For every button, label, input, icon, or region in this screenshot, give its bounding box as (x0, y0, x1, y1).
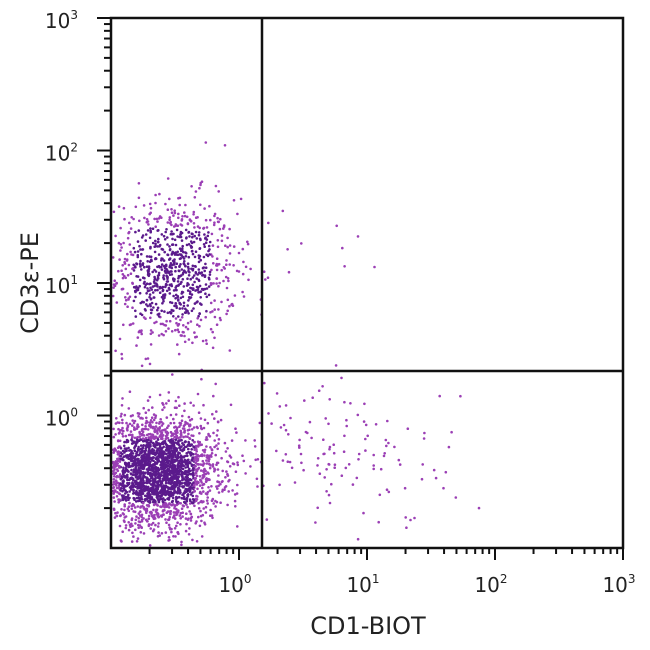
y-tick-label: 102 (45, 141, 78, 166)
x-tick-label: 103 (602, 572, 635, 597)
x-tick-label: 101 (346, 572, 379, 597)
x-axis-ticks (148, 548, 624, 560)
y-axis-tick-labels: 100 101 102 103 (45, 8, 78, 431)
x-tick-label: 102 (474, 572, 507, 597)
x-axis-tick-labels: 100 101 102 103 (218, 572, 635, 597)
y-tick-label: 101 (45, 273, 78, 298)
y-tick-label: 100 (45, 406, 78, 431)
y-axis-title: CD3ε-PE (16, 232, 44, 334)
y-axis-ticks (97, 17, 111, 510)
x-axis-title: CD1-BIOT (310, 612, 426, 640)
y-tick-label: 103 (45, 8, 78, 33)
data-points (111, 141, 481, 547)
x-tick-label: 100 (218, 572, 251, 597)
